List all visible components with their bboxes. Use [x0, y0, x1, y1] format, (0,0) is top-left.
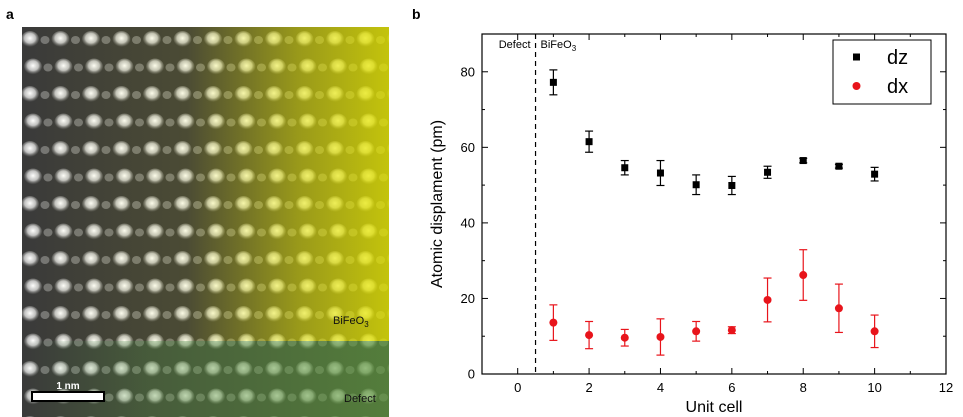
dz-point [871, 170, 879, 178]
bifeo3-overlay [22, 27, 389, 341]
y-tick-label: 60 [461, 140, 475, 155]
dx-point [763, 295, 772, 304]
dz-point [621, 164, 629, 172]
dz-point [799, 157, 807, 165]
axes-ticks: 0 2 4 6 8 10 12 0 20 40 60 80 [461, 34, 953, 395]
y-tick-label: 40 [461, 215, 475, 230]
dx-point [799, 271, 808, 280]
dx-point [656, 332, 665, 341]
scale-bar-label: 1 nm [56, 381, 79, 392]
x-tick-label: 12 [939, 380, 953, 395]
dx-point [692, 327, 701, 336]
x-axis-label: Unit cell [686, 399, 743, 416]
dx-point [727, 326, 736, 335]
dx-point [620, 333, 629, 342]
dx-point [870, 327, 879, 336]
annotation-defect: Defect [499, 39, 531, 51]
legend-label-dx: dx [887, 76, 908, 98]
legend-label-dz: dz [887, 47, 908, 69]
dz-point [728, 181, 736, 189]
y-tick-label: 80 [461, 64, 475, 79]
dz-point [835, 162, 843, 170]
defect-overlay [22, 341, 389, 417]
dx-point [549, 318, 558, 327]
x-tick-label: 0 [514, 380, 521, 395]
defect-region-label: Defect [344, 393, 376, 405]
annotation-bifeo3: BiFeO3 [541, 39, 577, 53]
series-layer [549, 69, 879, 356]
displacement-chart: 0 2 4 6 8 10 12 0 20 40 60 80 Unit cell Atomic disp… [429, 33, 953, 416]
legend-marker-dz [853, 53, 860, 61]
stem-image-canvas: BiFeO3 Defect 1 nm [22, 27, 389, 417]
x-tick-label: 4 [657, 380, 664, 395]
dz-point [692, 181, 700, 189]
bifeo3-region-label: BiFeO3 [333, 315, 369, 329]
dx-point [834, 304, 843, 313]
x-tick-label: 8 [800, 380, 807, 395]
dz-point [549, 78, 557, 86]
scale-bar [31, 391, 105, 402]
dz-point [656, 169, 664, 177]
x-tick-label: 2 [585, 380, 592, 395]
y-tick-label: 20 [461, 291, 475, 306]
dz-point [764, 168, 772, 176]
legend-box [832, 39, 932, 105]
x-tick-label: 6 [728, 380, 735, 395]
y-tick-label: 0 [468, 367, 475, 382]
panel-label-b: b [412, 6, 421, 22]
panel-label-a: a [6, 6, 14, 22]
legend: dz dx [832, 39, 932, 105]
plot-frame [481, 33, 947, 375]
y-axis-label: Atomic displament (pm) [429, 120, 446, 288]
x-tick-label: 10 [867, 380, 881, 395]
dz-point [585, 138, 593, 146]
dx-point [585, 331, 594, 340]
stem-image: BiFeO3 Defect 1 nm [22, 27, 389, 417]
legend-marker-dx [852, 82, 861, 90]
